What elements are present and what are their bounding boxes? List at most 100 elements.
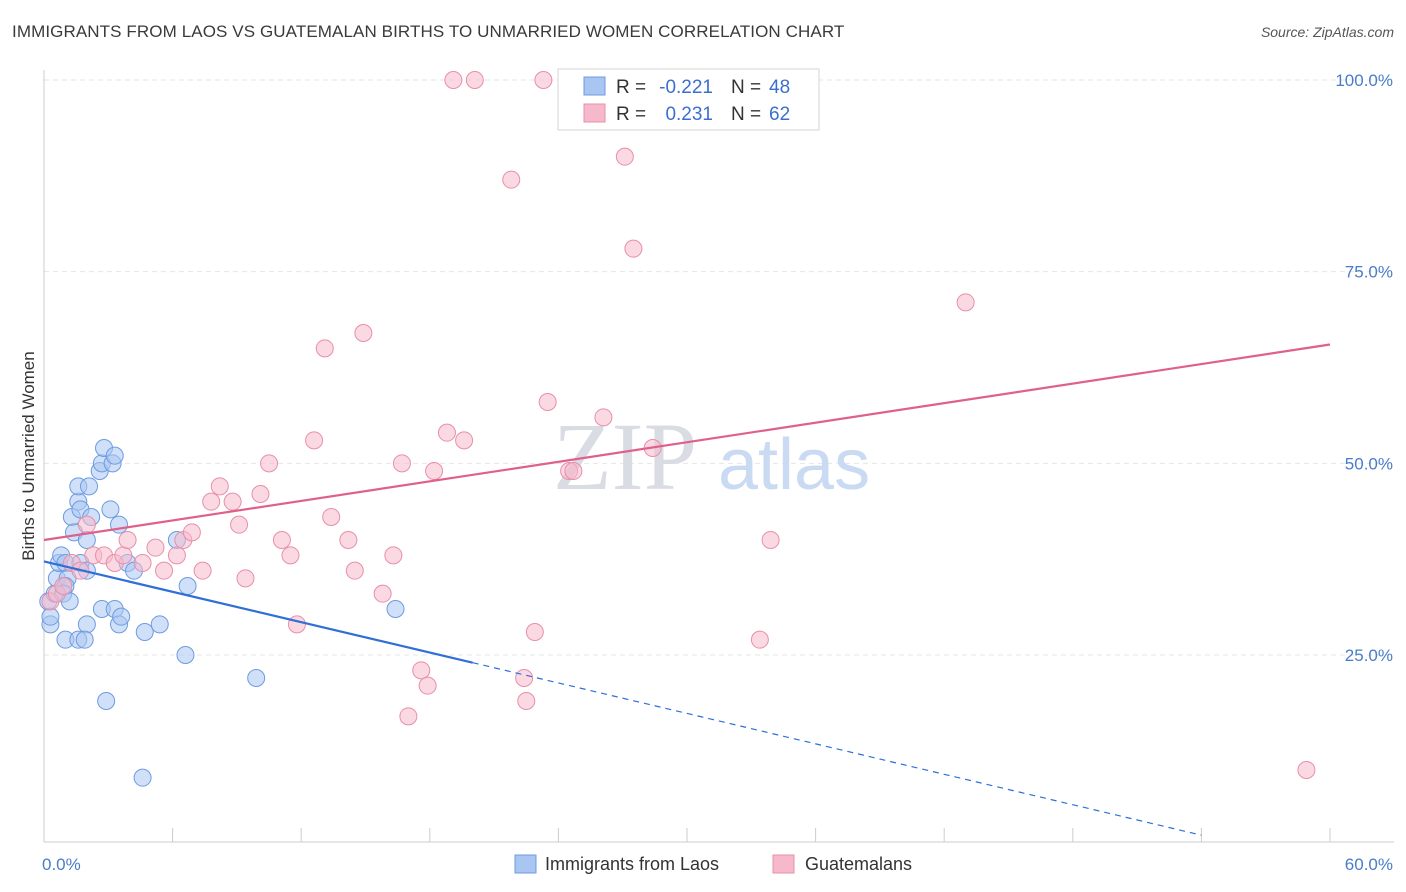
point-guatemalans-17 xyxy=(193,561,212,580)
point-laos-17 xyxy=(80,477,99,496)
point-guatemalans-10 xyxy=(118,531,137,549)
stats-legend-swatch-guatemalans xyxy=(583,103,606,123)
point-laos-46 xyxy=(386,600,405,618)
point-laos-37 xyxy=(112,607,131,626)
point-laos-24 xyxy=(75,630,94,649)
point-guatemalans-50 xyxy=(538,393,557,411)
watermark-atlas: atlas xyxy=(718,425,870,505)
stats-n-value-guatemalans: 62 xyxy=(769,104,790,125)
point-laos-30 xyxy=(101,500,120,519)
point-guatemalans-12 xyxy=(146,538,165,557)
stats-r-label-laos: R = xyxy=(616,77,646,98)
x-tick-label-1: 60.0% xyxy=(1345,855,1393,874)
point-guatemalans-24 xyxy=(260,454,279,473)
point-guatemalans-28 xyxy=(305,431,324,450)
point-guatemalans-5 xyxy=(77,515,96,534)
legend-label-guatemalans: Guatemalans xyxy=(805,854,912,874)
stats-legend: R = -0.221 N = 48 R = 0.231 N = 62 xyxy=(557,68,820,131)
point-guatemalans-16 xyxy=(182,523,201,542)
point-laos-44 xyxy=(178,577,197,595)
point-guatemalans-52 xyxy=(564,462,583,480)
point-guatemalans-35 xyxy=(384,546,403,565)
chart-title: IMMIGRANTS FROM LAOS VS GUATEMALAN BIRTH… xyxy=(12,22,845,41)
stats-legend-swatch-laos xyxy=(583,76,606,96)
point-laos-45 xyxy=(247,669,266,687)
point-guatemalans-34 xyxy=(373,584,392,603)
data-points xyxy=(39,71,1316,787)
point-laos-38 xyxy=(97,692,116,710)
point-guatemalans-33 xyxy=(354,324,373,342)
point-guatemalans-44 xyxy=(465,71,484,89)
point-guatemalans-61 xyxy=(1297,761,1316,779)
gridlines xyxy=(44,79,1394,656)
point-guatemalans-22 xyxy=(236,569,255,588)
trend-line-laos xyxy=(43,560,473,664)
y-tick-labels: 25.0% 50.0% 75.0% 100.0% xyxy=(1335,71,1393,665)
point-guatemalans-49 xyxy=(534,71,553,89)
point-guatemalans-18 xyxy=(202,492,221,511)
legend-swatch-guatemalans xyxy=(772,854,795,874)
y-tick-label-1: 50.0% xyxy=(1345,454,1393,473)
point-guatemalans-54 xyxy=(615,147,634,166)
axes xyxy=(43,70,1394,843)
y-tick-label-2: 75.0% xyxy=(1345,263,1393,282)
point-guatemalans-29 xyxy=(315,339,334,358)
point-guatemalans-43 xyxy=(444,71,463,89)
stats-r-value-guatemalans: 0.231 xyxy=(665,104,713,125)
stats-r-value-laos: -0.221 xyxy=(659,77,713,98)
point-guatemalans-20 xyxy=(223,492,242,511)
point-guatemalans-37 xyxy=(399,707,418,726)
stats-n-label-guatemalans: N = xyxy=(731,104,761,125)
y-tick-label-3: 100.0% xyxy=(1335,71,1393,90)
point-guatemalans-11 xyxy=(133,554,152,572)
trend-lines xyxy=(43,343,1331,836)
point-guatemalans-53 xyxy=(594,408,613,427)
point-guatemalans-25 xyxy=(272,531,291,549)
point-guatemalans-32 xyxy=(345,561,364,580)
point-guatemalans-45 xyxy=(502,170,521,189)
point-guatemalans-13 xyxy=(155,561,174,580)
trend-line-guatemalans xyxy=(43,343,1331,542)
point-guatemalans-19 xyxy=(210,477,229,496)
point-guatemalans-59 xyxy=(761,531,780,549)
point-guatemalans-23 xyxy=(251,485,270,503)
point-guatemalans-2 xyxy=(54,577,73,595)
x-tick-labels: 0.0% 60.0% xyxy=(42,855,1393,874)
series-legend: Immigrants from Laos Guatemalans xyxy=(514,854,912,874)
watermark: ZIP atlas xyxy=(553,403,870,510)
point-guatemalans-9 xyxy=(114,546,133,565)
point-guatemalans-46 xyxy=(515,669,534,687)
point-laos-22 xyxy=(77,615,96,634)
point-guatemalans-26 xyxy=(281,546,300,565)
point-guatemalans-41 xyxy=(437,423,456,442)
point-guatemalans-39 xyxy=(418,676,437,695)
chart-source: Source: ZipAtlas.com xyxy=(1260,24,1394,40)
point-guatemalans-36 xyxy=(392,454,411,473)
point-guatemalans-30 xyxy=(322,508,341,526)
point-guatemalans-38 xyxy=(412,661,431,680)
point-guatemalans-27 xyxy=(287,615,306,634)
point-guatemalans-47 xyxy=(517,692,536,710)
legend-swatch-laos xyxy=(514,854,537,874)
point-laos-39 xyxy=(135,623,154,641)
point-laos-31 xyxy=(110,515,129,534)
legend-label-laos: Immigrants from Laos xyxy=(545,854,719,874)
y-tick-label-0: 25.0% xyxy=(1345,646,1393,665)
point-guatemalans-58 xyxy=(750,630,769,649)
point-guatemalans-14 xyxy=(167,546,186,565)
y-axis-title: Births to Unmarried Women xyxy=(19,351,38,560)
point-guatemalans-21 xyxy=(230,515,249,534)
point-laos-43 xyxy=(176,646,195,664)
point-guatemalans-60 xyxy=(956,293,975,312)
point-laos-29 xyxy=(105,446,124,465)
stats-r-label-guatemalans: R = xyxy=(616,104,646,125)
trend-line-laos-extension xyxy=(472,662,1202,836)
point-laos-40 xyxy=(150,615,169,634)
watermark-zip: ZIP xyxy=(553,403,697,510)
point-laos-2 xyxy=(41,607,60,626)
stats-n-label-laos: N = xyxy=(731,77,761,98)
x-tick-label-0: 0.0% xyxy=(42,855,81,874)
point-guatemalans-55 xyxy=(624,239,643,258)
point-guatemalans-48 xyxy=(525,623,544,641)
